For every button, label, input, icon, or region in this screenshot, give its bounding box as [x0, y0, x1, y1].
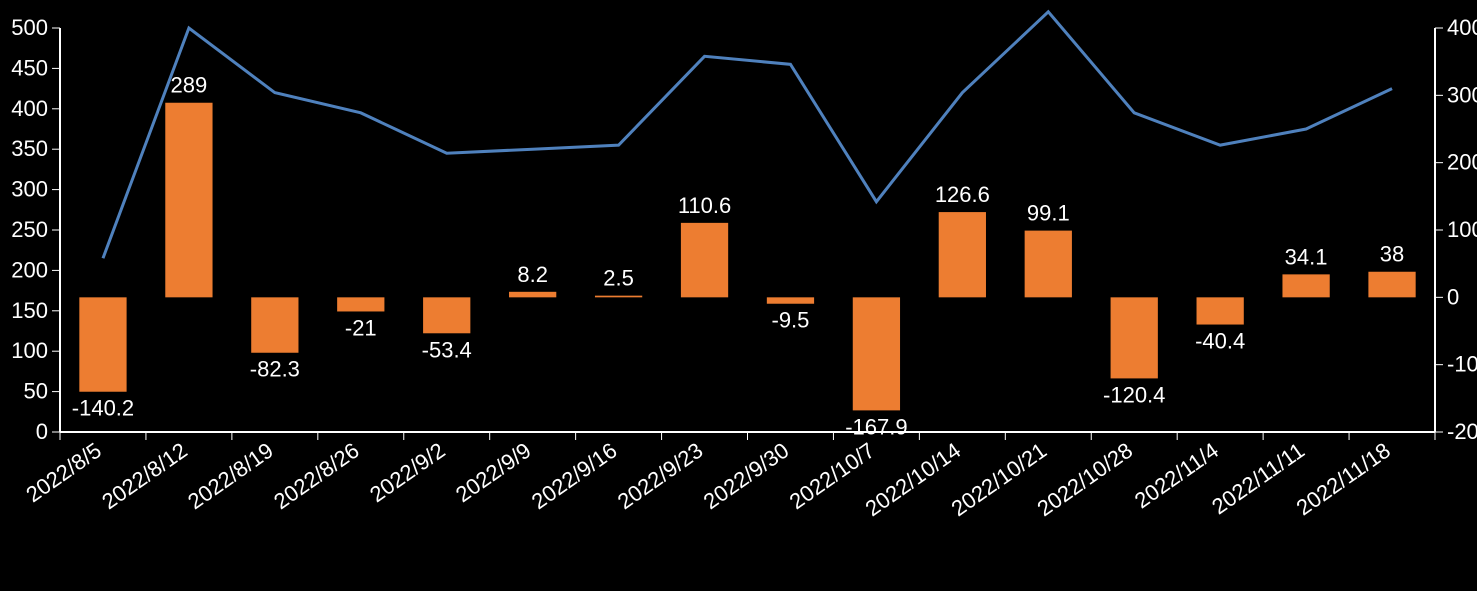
- bar-label: -82.3: [250, 357, 300, 382]
- y-left-tick-label: 200: [11, 257, 48, 282]
- bar: [681, 223, 728, 297]
- bar: [853, 297, 900, 410]
- x-category-label: 2022/11/11: [1207, 438, 1309, 520]
- bar: [337, 297, 384, 311]
- bar: [79, 297, 126, 391]
- x-category-label: 2022/8/5: [21, 438, 105, 508]
- bar-label: -53.4: [422, 337, 472, 362]
- y-left-tick-label: 400: [11, 96, 48, 121]
- y-right-tick-label: -100: [1447, 352, 1477, 377]
- bar: [1368, 272, 1415, 298]
- bar: [1197, 297, 1244, 324]
- x-category-label: 2022/9/30: [699, 438, 794, 515]
- bar-label: 99.1: [1027, 201, 1070, 226]
- bar: [939, 212, 986, 297]
- y-left-tick-label: 350: [11, 136, 48, 161]
- x-category-label: 2022/9/16: [527, 438, 622, 515]
- x-category-label: 2022/9/23: [613, 438, 708, 515]
- y-right-tick-label: 200: [1447, 150, 1477, 175]
- y-left-tick-label: 500: [11, 15, 48, 40]
- x-category-label: 2022/8/12: [97, 438, 192, 515]
- x-category-label: 2022/9/9: [451, 438, 535, 508]
- chart-container: 0 50 100 150 200 250 300 350 400 450 500 -200 -100 0 1…: [0, 0, 1477, 591]
- x-category-label: 2022/8/19: [183, 438, 278, 515]
- bar-label: 38: [1380, 242, 1404, 267]
- bar: [423, 297, 470, 333]
- bar: [1282, 274, 1329, 297]
- y-left-tick-label: 0: [36, 419, 48, 444]
- bar: [1025, 231, 1072, 298]
- y-right-tick-label: 300: [1447, 82, 1477, 107]
- bar: [509, 292, 556, 298]
- x-category-label: 2022/9/2: [365, 438, 449, 508]
- x-category-label: 2022/10/28: [1033, 438, 1138, 522]
- x-category-label: 2022/8/26: [269, 438, 364, 515]
- y-left-tick-label: 100: [11, 338, 48, 363]
- bar-label: 126.6: [935, 182, 990, 207]
- bar: [595, 296, 642, 298]
- bar-label: 289: [171, 73, 208, 98]
- bar-label: -120.4: [1103, 382, 1165, 407]
- bar-label: -40.4: [1195, 329, 1245, 354]
- bar-label: 8.2: [517, 262, 548, 287]
- x-category-label: 2022/10/21: [947, 438, 1052, 522]
- y-right-tick-label: 0: [1447, 284, 1459, 309]
- chart-svg: 0 50 100 150 200 250 300 350 400 450 500 -200 -100 0 1…: [0, 0, 1477, 591]
- y-right-tick-label: 100: [1447, 217, 1477, 242]
- line-series: [103, 12, 1392, 258]
- y-left-tick-label: 450: [11, 55, 48, 80]
- bar-label: 110.6: [678, 193, 731, 218]
- bar: [767, 297, 814, 303]
- bar: [165, 103, 212, 298]
- x-category-label: 2022/11/18: [1292, 438, 1395, 521]
- y-left-tick-label: 150: [11, 298, 48, 323]
- y-left-tick-label: 250: [11, 217, 48, 242]
- bar: [1111, 297, 1158, 378]
- bar-label: -9.5: [772, 308, 810, 333]
- bar-label: 34.1: [1285, 244, 1328, 269]
- bar-label: 2.5: [603, 266, 634, 291]
- y-left-tick-label: 50: [24, 379, 48, 404]
- bar-label: -167.9: [845, 414, 907, 439]
- y-right-tick-label: -200: [1447, 419, 1477, 444]
- y-right-tick-label: 400: [1447, 15, 1477, 40]
- x-category-label: 2022/10/14: [861, 438, 966, 522]
- y-left-tick-label: 300: [11, 177, 48, 202]
- bar-label: -140.2: [72, 396, 134, 421]
- bar: [251, 297, 298, 352]
- bar-label: -21: [345, 315, 377, 340]
